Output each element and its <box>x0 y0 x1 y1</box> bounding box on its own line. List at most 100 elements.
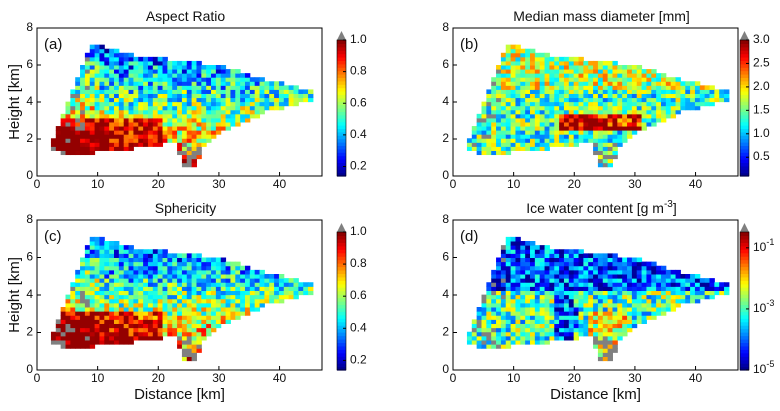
tick-text: 0.8 <box>350 256 367 270</box>
field-cell <box>476 138 482 143</box>
colorbar-frame <box>336 39 347 177</box>
field-cell <box>191 65 197 70</box>
field-cell <box>607 69 613 74</box>
field-cell <box>559 81 565 86</box>
field-cell <box>496 65 502 70</box>
field-cell <box>201 274 207 279</box>
field-cell <box>283 282 290 287</box>
field-cell <box>181 311 188 316</box>
field-cell <box>573 134 580 139</box>
field-cell <box>138 307 144 312</box>
field-cell <box>544 65 550 70</box>
field-cell <box>651 77 657 82</box>
field-cell <box>143 134 149 139</box>
field-cell <box>118 101 125 107</box>
field-cell <box>602 69 609 74</box>
field-cell <box>264 101 270 107</box>
field-cell <box>114 48 120 54</box>
field-cell <box>157 101 164 107</box>
field-cell <box>80 89 86 94</box>
field-cell <box>293 89 299 94</box>
field-cell <box>641 85 647 90</box>
field-cell <box>128 286 134 291</box>
field-cell <box>646 290 652 296</box>
field-cell <box>123 117 130 123</box>
field-cell <box>622 323 628 329</box>
field-cell <box>627 126 633 131</box>
field-cell <box>617 130 623 135</box>
field-cell <box>496 286 502 291</box>
field-cell <box>539 52 546 58</box>
field-cell <box>665 77 672 82</box>
field-cell <box>617 85 623 90</box>
colorbar-band <box>337 249 346 254</box>
colorbar-band <box>337 366 346 371</box>
field-cell <box>191 307 197 312</box>
field-cell <box>534 130 541 135</box>
field-cell <box>249 290 256 296</box>
field-cell <box>84 245 91 250</box>
tick-text: 0.4 <box>350 127 367 141</box>
field-cell <box>99 286 105 291</box>
field-cell <box>181 105 188 111</box>
field-cell <box>220 101 227 107</box>
field-cell <box>84 319 91 324</box>
field-cell <box>641 105 647 111</box>
field-cell <box>278 294 285 300</box>
field-cell <box>510 335 516 341</box>
field-cell <box>254 294 261 300</box>
field-cell <box>627 130 633 135</box>
field-cell <box>89 146 96 151</box>
field-cell <box>186 77 193 82</box>
field-cell <box>612 269 618 275</box>
field-cell <box>476 327 482 333</box>
field-cell <box>568 89 575 94</box>
field-cell <box>211 77 217 82</box>
field-cell <box>593 302 599 308</box>
field-cell <box>563 307 570 312</box>
field-cell <box>215 105 222 111</box>
field-cell <box>172 60 178 66</box>
field-cell <box>225 113 231 119</box>
title-text: Aspect Ratio <box>146 8 226 24</box>
field-cell <box>278 89 285 94</box>
field-cell <box>104 85 110 90</box>
field-cell <box>65 298 71 304</box>
field-cell <box>588 101 594 107</box>
colorbar-band <box>740 101 749 106</box>
field-cell <box>50 146 57 151</box>
field-cell <box>534 60 541 66</box>
field-cell <box>515 89 521 94</box>
field-cell <box>181 134 188 139</box>
field-cell <box>554 249 560 254</box>
field-cell <box>573 56 580 62</box>
field-cell <box>167 331 173 337</box>
field-cell <box>118 60 125 66</box>
field-cell <box>471 138 478 143</box>
field-cell <box>196 307 202 312</box>
field-cell <box>206 73 212 78</box>
field-cell <box>500 261 507 267</box>
field-cell <box>133 97 139 103</box>
field-cell <box>544 146 550 151</box>
field-cell <box>220 81 227 86</box>
field-cell <box>181 319 188 324</box>
field-cell <box>530 335 536 341</box>
field-cell <box>118 109 125 115</box>
field-cell <box>123 265 130 271</box>
field-cell <box>486 311 492 316</box>
field-cell <box>84 101 91 107</box>
field-cell <box>162 93 168 99</box>
field-cell <box>84 331 91 337</box>
field-cell <box>534 269 541 275</box>
field-cell <box>206 307 212 312</box>
field-cell <box>206 286 212 291</box>
field-cell <box>172 117 178 123</box>
field-cell <box>259 302 265 308</box>
field-cell <box>75 286 81 291</box>
field-cell <box>651 261 657 267</box>
field-cell <box>563 89 570 94</box>
field-cell <box>84 150 91 156</box>
colorbar-band <box>337 259 346 264</box>
field-cell <box>597 154 604 160</box>
